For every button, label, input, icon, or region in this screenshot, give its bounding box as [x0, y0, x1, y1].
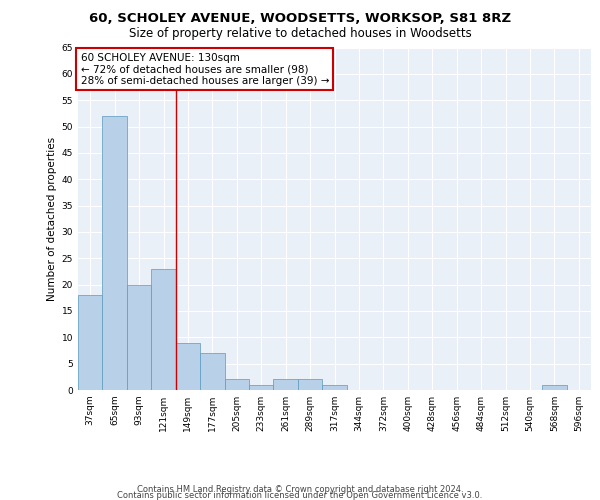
Bar: [176, 342, 200, 390]
Text: 60 SCHOLEY AVENUE: 130sqm
← 72% of detached houses are smaller (98)
28% of semi-: 60 SCHOLEY AVENUE: 130sqm ← 72% of detac…: [80, 52, 329, 86]
Bar: [249, 384, 274, 390]
Text: Contains public sector information licensed under the Open Government Licence v3: Contains public sector information licen…: [118, 491, 482, 500]
Bar: [298, 380, 322, 390]
Y-axis label: Number of detached properties: Number of detached properties: [47, 136, 58, 301]
Bar: [78, 295, 103, 390]
Bar: [224, 380, 249, 390]
Text: 60, SCHOLEY AVENUE, WOODSETTS, WORKSOP, S81 8RZ: 60, SCHOLEY AVENUE, WOODSETTS, WORKSOP, …: [89, 12, 511, 26]
Bar: [103, 116, 127, 390]
Bar: [151, 269, 176, 390]
Bar: [322, 384, 347, 390]
Bar: [274, 380, 298, 390]
Bar: [200, 353, 224, 390]
Text: Size of property relative to detached houses in Woodsetts: Size of property relative to detached ho…: [128, 28, 472, 40]
Text: Contains HM Land Registry data © Crown copyright and database right 2024.: Contains HM Land Registry data © Crown c…: [137, 484, 463, 494]
Bar: [542, 384, 566, 390]
Bar: [127, 284, 151, 390]
